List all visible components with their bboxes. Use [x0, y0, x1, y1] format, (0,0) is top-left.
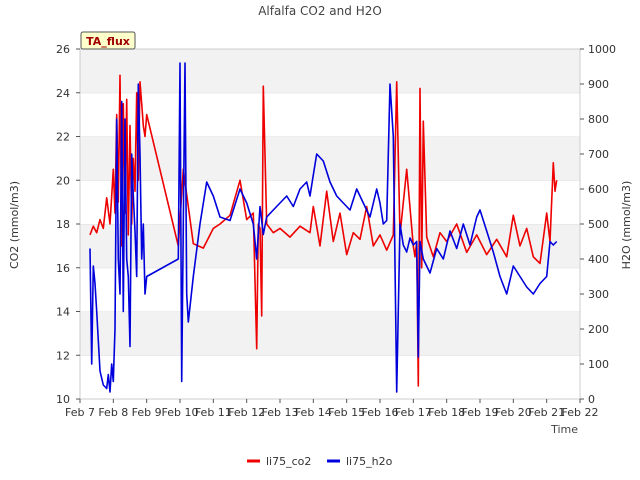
- y-left-tick-label: 10: [56, 393, 70, 406]
- chart-title: Alfalfa CO2 and H2O: [258, 4, 382, 18]
- y-left-tick-label: 24: [56, 87, 70, 100]
- x-tick-label: Feb 13: [262, 406, 299, 419]
- grid-band: [80, 92, 580, 137]
- y-left-tick-label: 18: [56, 218, 70, 231]
- y-left-tick-label: 20: [56, 174, 70, 187]
- y-left-tick-label: 26: [56, 43, 70, 56]
- y-right-tick-label: 500: [588, 218, 609, 231]
- ta-flux-badge-box: [80, 31, 136, 50]
- x-tick-label: Feb 11: [195, 406, 232, 419]
- series-layer: [89, 62, 558, 393]
- y-right-tick-label: 600: [588, 183, 609, 196]
- x-tick-label: Feb 22: [562, 406, 599, 419]
- x-tick-label: Feb 19: [462, 406, 499, 419]
- grid-band: [80, 49, 580, 93]
- y-axis-right-label: H2O (mmol/m3): [620, 181, 633, 270]
- grid-band: [80, 224, 580, 268]
- y-axis-left: 10 12 14 16 18 20 22 24 26: [56, 43, 80, 406]
- x-tick-label: Feb 7: [65, 406, 95, 419]
- x-tick-label: Feb 16: [362, 406, 399, 419]
- y-right-tick-label: 700: [588, 148, 609, 161]
- y-right-tick-label: 200: [588, 323, 609, 336]
- y-right-tick-label: 1000: [588, 43, 616, 56]
- y-right-tick-label: 300: [588, 288, 609, 301]
- y-right-tick-label: 800: [588, 113, 609, 126]
- ta-flux-badge: TA_flux: [80, 31, 136, 50]
- ta-flux-badge-text: TA_flux: [86, 35, 130, 48]
- legend-label-h2o: li75_h2o: [346, 455, 393, 468]
- y-axis-left-label: CO2 (mmol/m3): [8, 181, 21, 269]
- series-line-li75_co2: [89, 74, 558, 387]
- grid-band: [80, 355, 580, 399]
- x-tick-label: Feb 14: [295, 406, 332, 419]
- x-tick-label: Feb 9: [132, 406, 162, 419]
- x-axis-label: Time: [550, 423, 578, 436]
- grid-bands: [80, 48, 580, 399]
- y-left-tick-label: 16: [56, 262, 70, 275]
- x-tick-label: Feb 20: [495, 406, 532, 419]
- x-tick-label: Feb 17: [395, 406, 432, 419]
- x-tick-label: Feb 21: [528, 406, 565, 419]
- y-right-tick-label: 0: [588, 393, 595, 406]
- x-tick-label: Feb 12: [228, 406, 265, 419]
- grid-band: [80, 136, 580, 181]
- y-right-tick-label: 400: [588, 253, 609, 266]
- y-left-tick-label: 12: [56, 349, 70, 362]
- x-tick-label: Feb 8: [98, 406, 128, 419]
- x-tick-label: Feb 18: [428, 406, 465, 419]
- x-tick-label: Feb 15: [328, 406, 365, 419]
- y-left-tick-label: 14: [56, 306, 70, 319]
- legend-label-co2: li75_co2: [266, 455, 311, 468]
- y-left-tick-label: 22: [56, 131, 70, 144]
- grid-band: [80, 311, 580, 356]
- y-axis-right: 0 100 200 300 400 500 600 700 800 900 1000: [580, 43, 616, 406]
- grid-band: [80, 267, 580, 312]
- y-right-tick-label: 900: [588, 78, 609, 91]
- legend: li75_co2 li75_h2o: [247, 455, 393, 468]
- x-tick-label: Feb 10: [162, 406, 199, 419]
- series-line-li75_h2o: [89, 62, 558, 393]
- y-right-tick-label: 100: [588, 358, 609, 371]
